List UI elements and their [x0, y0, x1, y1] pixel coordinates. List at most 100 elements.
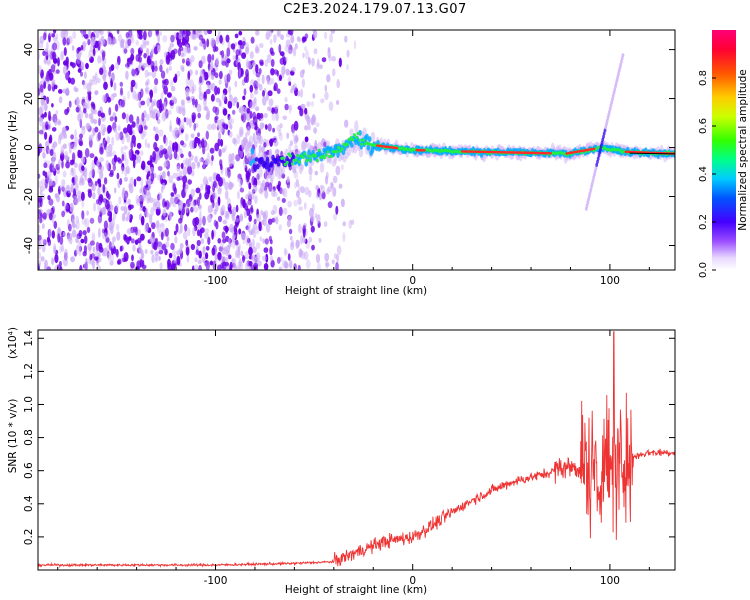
noise-blob: [126, 228, 132, 235]
noise-blob: [44, 121, 49, 131]
track-halo: [302, 140, 307, 152]
noise-blob: [81, 199, 85, 208]
noise-blob: [120, 87, 123, 96]
noise-blob: [62, 170, 67, 178]
noise-blob: [281, 173, 286, 179]
noise-blob: [136, 30, 142, 35]
track-mid: [324, 153, 328, 157]
noise-blob: [109, 116, 114, 122]
track-halo: [319, 162, 325, 173]
noise-blob: [164, 227, 169, 237]
noise-blob: [75, 106, 80, 113]
noise-blob: [202, 162, 206, 170]
noise-blob: [102, 73, 107, 82]
noise-blob: [320, 185, 325, 194]
noise-blob: [264, 238, 269, 245]
noise-blob: [74, 128, 77, 139]
noise-blob: [304, 46, 308, 52]
noise-blob: [97, 131, 102, 141]
noise-blob: [252, 132, 256, 143]
noise-blob: [125, 165, 130, 175]
noise-blob: [101, 39, 105, 45]
noise-blob: [234, 249, 239, 259]
noise-blob: [198, 76, 203, 84]
noise-blob: [279, 123, 283, 129]
noise-blob: [95, 77, 101, 84]
noise-blob: [99, 170, 104, 180]
noise-blob: [166, 109, 172, 115]
noise-blob: [123, 205, 127, 215]
noise-blob: [333, 158, 338, 165]
track-mid: [289, 154, 293, 158]
noise-blob: [117, 55, 121, 66]
diagonal-streak-blob: [620, 56, 624, 61]
bottom-y-tick-label: 0.4: [23, 495, 35, 512]
noise-blob: [143, 185, 148, 195]
noise-blob: [180, 52, 185, 58]
noise-blob: [237, 260, 241, 270]
noise-blob: [92, 192, 96, 200]
noise-blob: [304, 136, 309, 143]
noise-blob: [149, 214, 153, 225]
noise-blob: [40, 238, 46, 244]
noise-blob: [149, 90, 153, 96]
noise-blob: [276, 30, 281, 37]
noise-blob: [42, 239, 47, 246]
noise-blob: [127, 38, 132, 47]
noise-blob: [276, 184, 281, 190]
noise-blob: [264, 210, 269, 220]
noise-blob: [142, 129, 147, 137]
noise-blob: [146, 40, 150, 46]
noise-blob: [211, 54, 215, 61]
noise-blob: [194, 199, 198, 206]
noise-blob: [243, 210, 248, 219]
noise-blob: [38, 64, 42, 75]
noise-blob: [227, 116, 232, 126]
noise-blob: [164, 248, 168, 256]
noise-blob: [60, 246, 64, 252]
noise-blob: [266, 139, 269, 147]
noise-blob: [130, 261, 135, 269]
noise-blob: [98, 227, 101, 238]
noise-blob: [151, 254, 155, 263]
noise-blob: [87, 188, 92, 194]
colorbar-tick-label: 0.8: [698, 70, 709, 86]
noise-blob: [292, 83, 297, 91]
noise-blob: [198, 60, 203, 69]
noise-blob: [48, 187, 54, 193]
track-band: [304, 160, 309, 167]
noise-blob: [87, 30, 91, 36]
noise-blob: [69, 202, 74, 213]
noise-blob: [292, 129, 295, 138]
snr-panel: -100 0 100 0.2 0.4 0.6 0.8 1.0 1.2 1.4 Height of …: [7, 327, 676, 596]
diagonal-streak-blob: [599, 144, 603, 149]
noise-blob: [199, 91, 205, 97]
track-halo: [278, 166, 283, 178]
noise-blob: [144, 223, 149, 233]
noise-blob: [321, 191, 326, 200]
noise-blob: [77, 68, 82, 73]
noise-blob: [298, 206, 304, 211]
noise-blob: [292, 165, 297, 174]
noise-blob: [304, 186, 310, 196]
noise-blob: [199, 210, 202, 221]
noise-blob: [217, 196, 221, 206]
track-band: [269, 160, 274, 168]
noise-blob: [185, 239, 189, 246]
noise-blob: [52, 42, 58, 51]
noise-blob: [218, 71, 223, 80]
noise-blob: [256, 260, 262, 267]
noise-blob: [304, 33, 309, 39]
track-mid: [315, 159, 319, 163]
noise-blob: [171, 263, 176, 270]
track-halo: [270, 167, 275, 182]
noise-blob: [182, 58, 185, 64]
noise-blob: [338, 183, 343, 189]
noise-blob: [43, 162, 48, 169]
noise-blob: [270, 51, 275, 56]
noise-blob: [57, 233, 61, 243]
noise-blob: [47, 195, 51, 201]
noise-blob: [86, 102, 90, 110]
noise-blob: [211, 154, 214, 162]
noise-blob: [199, 228, 203, 239]
